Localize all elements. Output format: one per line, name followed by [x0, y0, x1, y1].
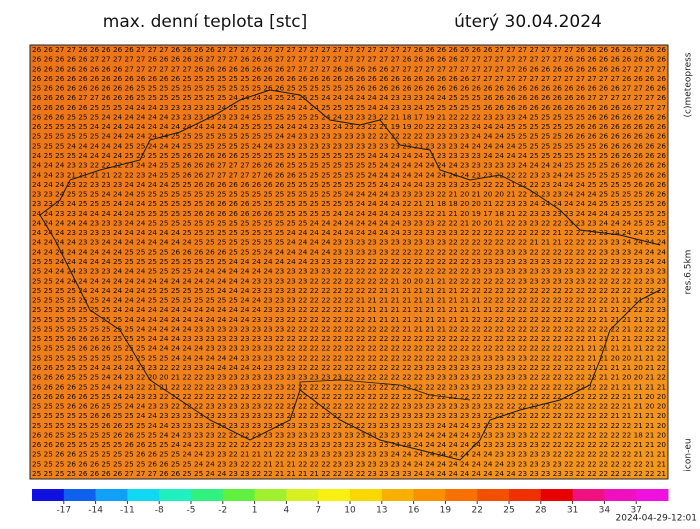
colorbar-tick-label: 1 — [252, 506, 258, 516]
map-title: max. denní teplota [stc] — [103, 12, 307, 32]
grid-row: 24 24 24 24 24 24 24 24 25 25 25 25 26 2… — [32, 248, 667, 256]
colorbar: -17 -14 -11 -8 -5 -2 1 4 7 10 13 16 19 22 25 28 31 34 37 — [32, 489, 669, 516]
colorbar-segment — [509, 489, 542, 501]
grid-row: 25 25 25 25 25 25 25 25 25 24 24 24 24 2… — [32, 325, 666, 333]
colorbar-tick-label: 4 — [284, 506, 290, 516]
grid-row: 25 26 26 26 26 26 26 26 26 25 25 25 25 2… — [32, 85, 667, 93]
model-name: icon-eu — [684, 438, 694, 471]
colorbar-segment — [413, 489, 446, 501]
colorbar-segment — [159, 489, 192, 501]
grid-row: 24 24 23 21 21 21 21 22 22 23 24 25 25 2… — [32, 171, 667, 179]
colorbar-tick-label: 13 — [376, 506, 387, 516]
grid-row: 26 26 26 26 26 25 25 24 24 23 23 22 22 2… — [32, 393, 666, 401]
map-date: úterý 30.04.2024 — [454, 12, 602, 32]
value-grid: 26 26 27 27 26 26 26 26 26 27 27 27 26 2… — [32, 46, 667, 478]
grid-row: 26 26 26 25 25 25 24 24 24 24 24 24 23 2… — [32, 113, 667, 121]
grid-row: 26 26 25 25 25 25 25 26 26 25 25 24 24 2… — [32, 431, 666, 439]
colorbar-segment — [63, 489, 97, 501]
region-border — [299, 379, 471, 401]
grid-row: 24 24 23 23 24 24 24 24 24 25 25 25 25 2… — [32, 210, 666, 218]
grid-row: 25 25 25 25 25 25 24 24 24 24 25 25 25 2… — [32, 297, 666, 305]
copyright: (c)meteopress — [684, 52, 694, 117]
grid-row: 24 25 25 25 24 24 24 24 25 25 25 25 25 2… — [32, 152, 667, 160]
colorbar-tick-label: 34 — [599, 506, 611, 516]
grid-row: 24 24 24 23 23 22 22 22 23 24 24 25 25 2… — [32, 162, 667, 170]
colorbar-segment — [191, 489, 224, 501]
grid-row: 25 25 25 26 26 26 25 25 25 25 24 24 24 2… — [32, 335, 666, 343]
grid-row: 25 25 25 25 25 25 25 24 24 24 24 24 24 2… — [32, 306, 666, 314]
grid-row: 24 24 24 23 22 23 23 23 24 24 24 24 25 2… — [32, 181, 667, 189]
colorbar-tick-label: -17 — [56, 506, 71, 516]
colorbar-tick-label: 25 — [503, 506, 514, 516]
grid-row: 26 26 26 26 26 25 25 25 24 24 24 23 23 2… — [32, 104, 666, 112]
grid-row: 26 26 26 26 26 26 26 26 27 27 27 27 27 2… — [32, 65, 666, 73]
colorbar-segment — [477, 489, 510, 501]
grid-row: 25 25 25 25 25 26 26 25 25 24 24 23 23 2… — [32, 412, 666, 420]
grid-row: 25 25 26 26 25 25 25 25 25 26 26 25 25 2… — [32, 451, 666, 459]
grid-row: 26 26 27 27 26 26 26 26 26 27 27 27 26 2… — [32, 46, 667, 54]
colorbar-segment — [445, 489, 478, 501]
grid-row: 25 24 24 24 23 23 23 24 24 24 25 25 25 2… — [32, 268, 666, 276]
colorbar-tick-label: -2 — [218, 506, 227, 516]
grid-row: 25 25 25 25 25 25 25 25 25 25 25 25 24 2… — [32, 354, 666, 362]
grid-row: 25 25 25 24 24 24 24 24 25 25 24 24 24 2… — [32, 142, 667, 150]
colorbar-segment — [604, 489, 637, 501]
colorbar-segment — [540, 489, 574, 501]
colorbar-segment — [254, 489, 287, 501]
colorbar-tick-label: 7 — [315, 506, 321, 516]
map-area — [29, 44, 669, 480]
grid-row: 25 25 25 25 25 25 24 24 24 24 24 24 25 2… — [32, 133, 667, 141]
colorbar-tick-label: 31 — [567, 506, 578, 516]
grid-row: 26 26 26 25 25 25 24 24 23 22 20 20 21 2… — [32, 374, 666, 382]
colorbar-tick-label: 16 — [408, 506, 420, 516]
colorbar-tick-label: -5 — [187, 506, 196, 516]
grid-row: 26 26 26 26 25 25 24 24 23 22 21 21 22 2… — [32, 383, 666, 391]
grid-row: 26 25 25 25 25 24 24 24 24 24 24 24 24 2… — [32, 123, 667, 131]
colorbar-segment — [636, 489, 669, 501]
colorbar-segment — [381, 489, 415, 501]
colorbar-tick-label: 19 — [440, 506, 452, 516]
grid-row: 26 26 26 26 26 27 27 27 27 27 26 26 26 2… — [32, 56, 667, 64]
resolution: res.6.5km — [684, 250, 694, 295]
grid-row: 26 26 25 25 25 24 24 24 24 23 23 22 22 2… — [32, 364, 666, 372]
colorbar-segment — [95, 489, 128, 501]
colorbar-segment — [127, 489, 160, 501]
grid-row: 25 25 25 25 26 26 26 26 27 27 27 26 26 2… — [32, 470, 666, 478]
colorbar-tick-label: 28 — [535, 506, 547, 516]
colorbar-segment — [222, 489, 256, 501]
grid-row: 24 24 24 24 23 23 24 24 24 24 24 24 24 2… — [32, 239, 667, 247]
colorbar-tick-label: -14 — [88, 506, 103, 516]
grid-row: 26 26 26 26 26 26 26 26 26 26 26 26 26 2… — [32, 75, 667, 83]
grid-row: 25 25 25 25 25 25 25 25 24 24 24 24 24 2… — [32, 316, 666, 324]
grid-row: 26 26 26 25 25 25 25 25 26 26 25 25 24 2… — [32, 441, 666, 449]
grid-row: 26 26 26 26 27 27 26 26 26 25 25 25 25 2… — [32, 94, 667, 102]
grid-row: 25 25 25 26 26 26 25 25 24 24 23 23 22 2… — [32, 403, 666, 411]
colorbar-tick-label: -8 — [155, 506, 164, 516]
colorbar-tick-label: 22 — [471, 506, 482, 516]
colorbar-segment — [318, 489, 351, 501]
grid-row: 23 23 23 24 25 25 25 24 24 24 25 25 25 2… — [32, 200, 667, 208]
grid-row: 25 25 25 26 26 26 25 25 25 25 26 26 25 2… — [32, 460, 666, 468]
timestamp: 2024-04-29-12:01 — [616, 514, 698, 524]
colorbar-segment — [32, 489, 65, 501]
grid-row: 23 23 24 25 25 25 24 24 24 25 25 25 25 2… — [32, 191, 667, 199]
grid-row: 25 25 25 25 24 24 24 24 24 24 25 25 25 2… — [32, 287, 666, 295]
colorbar-tick-label: -11 — [120, 506, 135, 516]
grid-row: 25 25 25 25 26 26 26 25 25 25 24 24 24 2… — [32, 345, 666, 353]
grid-row: 25 25 24 24 24 24 24 24 24 24 24 24 24 2… — [32, 277, 666, 285]
country-border — [39, 89, 661, 461]
colorbar-tick-label: 37 — [630, 506, 641, 516]
colorbar-segment — [350, 489, 383, 501]
colorbar-segment — [286, 489, 319, 501]
colorbar-tick-label: 10 — [344, 506, 356, 516]
grid-row: 25 25 24 24 24 24 24 25 25 25 25 25 25 2… — [32, 258, 667, 266]
grid-row: 24 24 24 23 23 23 23 24 24 24 24 24 24 2… — [32, 229, 666, 237]
grid-row: 24 24 24 24 24 23 23 23 24 24 25 25 25 2… — [32, 219, 666, 227]
grid-row: 25 25 25 25 25 25 26 26 25 25 24 24 23 2… — [32, 422, 666, 430]
colorbar-segment — [572, 489, 605, 501]
